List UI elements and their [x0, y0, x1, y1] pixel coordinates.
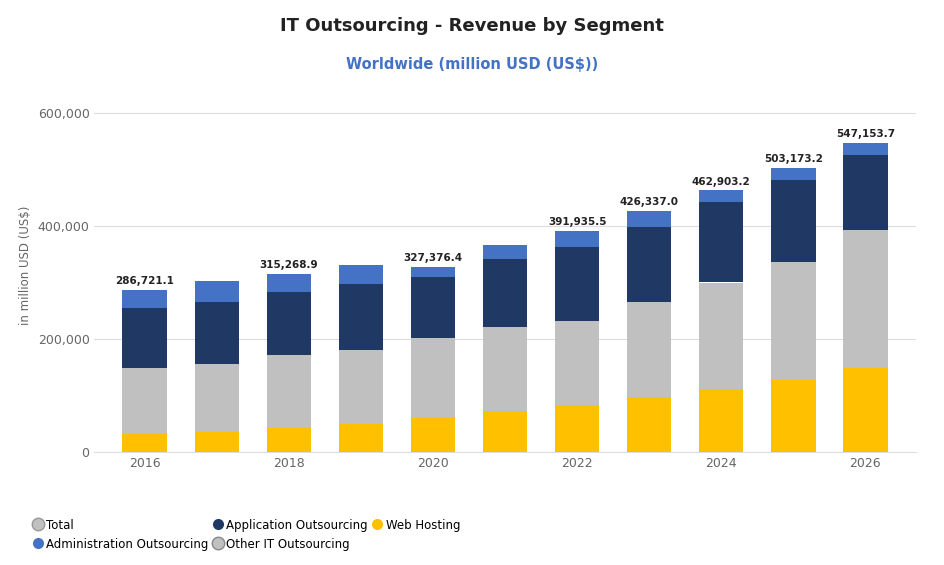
Bar: [843, 155, 887, 230]
Bar: [339, 350, 383, 424]
Text: 426,337.0: 426,337.0: [619, 197, 679, 207]
Bar: [771, 380, 816, 452]
Bar: [627, 302, 671, 397]
Bar: [339, 265, 383, 284]
Bar: [411, 338, 455, 418]
Bar: [699, 282, 744, 389]
Bar: [699, 190, 744, 202]
Text: 286,721.1: 286,721.1: [115, 276, 175, 286]
Bar: [482, 327, 528, 411]
Bar: [482, 259, 528, 327]
Text: 327,376.4: 327,376.4: [403, 253, 463, 263]
Text: 462,903.2: 462,903.2: [692, 176, 750, 186]
Bar: [699, 202, 744, 282]
Bar: [843, 230, 887, 368]
Text: 315,268.9: 315,268.9: [260, 260, 318, 270]
Bar: [771, 168, 816, 180]
Bar: [123, 434, 167, 452]
Bar: [555, 231, 599, 247]
Bar: [482, 411, 528, 452]
Text: 503,173.2: 503,173.2: [764, 154, 822, 164]
Text: 391,935.5: 391,935.5: [548, 216, 606, 227]
Bar: [555, 405, 599, 452]
Bar: [194, 432, 239, 452]
Bar: [771, 262, 816, 380]
Bar: [123, 290, 167, 308]
Bar: [194, 364, 239, 432]
Bar: [339, 284, 383, 350]
Bar: [123, 368, 167, 434]
Bar: [194, 281, 239, 302]
Bar: [411, 277, 455, 338]
Bar: [843, 143, 887, 155]
Legend: Total, Administration Outsourcing, Application Outsourcing, Other IT Outsourcing: Total, Administration Outsourcing, Appli…: [35, 519, 461, 550]
Bar: [411, 267, 455, 277]
Bar: [627, 211, 671, 227]
Text: Worldwide (million USD (US$)): Worldwide (million USD (US$)): [346, 56, 598, 72]
Bar: [123, 308, 167, 368]
Bar: [266, 274, 312, 292]
Text: 547,153.7: 547,153.7: [835, 129, 895, 139]
Bar: [771, 180, 816, 262]
Text: IT Outsourcing - Revenue by Segment: IT Outsourcing - Revenue by Segment: [280, 17, 664, 35]
Bar: [266, 292, 312, 355]
Bar: [555, 321, 599, 405]
Bar: [627, 227, 671, 302]
Y-axis label: in million USD (US$): in million USD (US$): [19, 206, 32, 325]
Bar: [482, 245, 528, 259]
Bar: [194, 302, 239, 364]
Bar: [411, 418, 455, 452]
Bar: [339, 424, 383, 452]
Bar: [266, 355, 312, 428]
Bar: [555, 247, 599, 321]
Bar: [843, 368, 887, 452]
Bar: [266, 428, 312, 452]
Bar: [627, 397, 671, 452]
Bar: [699, 389, 744, 452]
